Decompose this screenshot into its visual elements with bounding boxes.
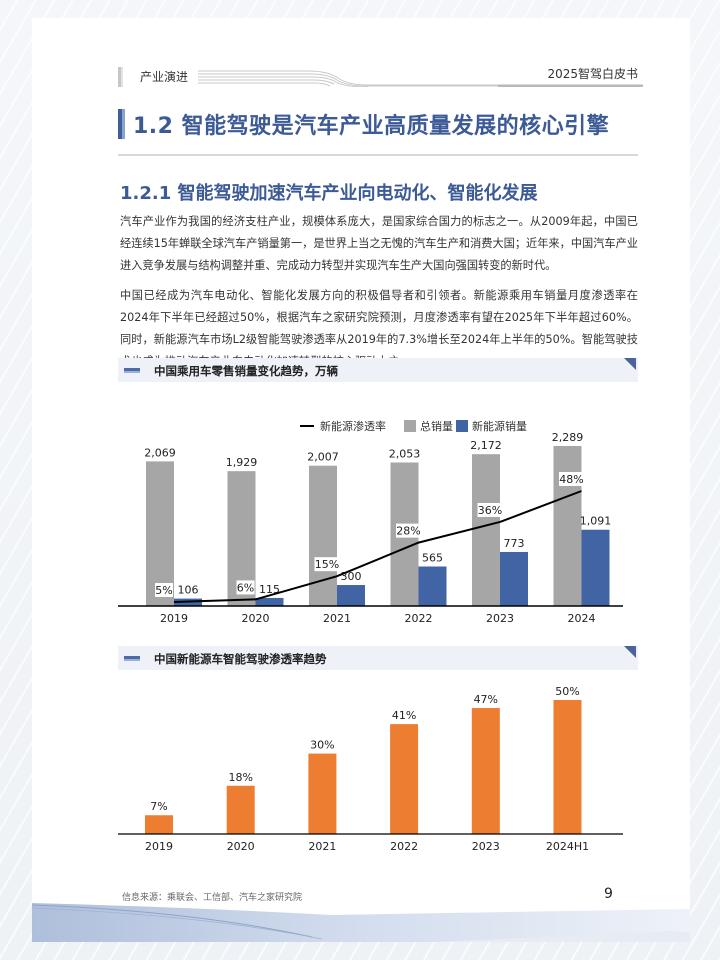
chart-title-icon — [124, 368, 140, 373]
svg-text:28%: 28% — [396, 525, 420, 538]
svg-text:300: 300 — [341, 570, 362, 583]
chart-1-header: 中国乘用车零售销量变化趋势，万辆 — [118, 358, 638, 382]
svg-text:2,069: 2,069 — [144, 446, 176, 459]
subsection-heading: 1.2.1 智能驾驶加速汽车产业向电动化、智能化发展 — [120, 183, 538, 204]
heading-marker — [118, 109, 125, 139]
svg-text:2021: 2021 — [323, 612, 351, 625]
svg-text:2020: 2020 — [242, 612, 270, 625]
svg-text:6%: 6% — [237, 581, 254, 594]
corner-triangle-icon — [624, 646, 636, 658]
page-number: 9 — [604, 886, 613, 902]
svg-text:2,289: 2,289 — [552, 431, 584, 444]
svg-text:2,007: 2,007 — [307, 451, 339, 464]
svg-text:2,172: 2,172 — [470, 439, 502, 452]
bar-total — [146, 461, 174, 606]
bar-adas-rate — [226, 785, 255, 834]
svg-text:773: 773 — [504, 537, 525, 550]
bar-nev — [581, 529, 610, 606]
chart-legend: 新能源渗透率 总销量 新能源销量 — [300, 419, 527, 433]
section-heading: 1.2 智能驾驶是汽车产业高质量发展的核心引擎 — [118, 108, 609, 140]
paragraph-1: 汽车产业作为我国的经济支柱产业，规模体系庞大，是国家综合国力的标志之一。从200… — [120, 215, 638, 272]
svg-text:2023: 2023 — [486, 612, 514, 625]
svg-text:2019: 2019 — [145, 840, 173, 853]
svg-text:2022: 2022 — [405, 612, 433, 625]
svg-text:30%: 30% — [310, 739, 334, 752]
document-page: 产业演进 2025智驾白皮书 1.2 智能驾驶是汽车产业高质量发展的核心引擎 1… — [32, 18, 690, 942]
svg-text:50%: 50% — [555, 685, 579, 698]
svg-text:2022: 2022 — [390, 840, 418, 853]
svg-text:2024: 2024 — [568, 612, 596, 625]
svg-text:2024H1: 2024H1 — [546, 840, 589, 853]
svg-text:115: 115 — [259, 583, 280, 596]
section-label: 产业演进 — [140, 70, 189, 84]
svg-text:2,053: 2,053 — [389, 447, 421, 460]
source-note: 信息来源：乘联会、工信部、汽车之家研究院 — [122, 893, 303, 903]
svg-text:47%: 47% — [474, 693, 498, 706]
bar-adas-rate — [390, 724, 419, 834]
bar-nev — [337, 585, 365, 606]
svg-text:2019: 2019 — [160, 612, 188, 625]
chart-1-title: 中国乘用车零售销量变化趋势，万辆 — [154, 364, 338, 378]
svg-text:15%: 15% — [315, 558, 339, 571]
bar-nev — [255, 597, 284, 606]
svg-text:41%: 41% — [392, 709, 416, 722]
chart-2: 7% 2019 18% 2020 30% 2021 41% 2022 47% 2023 50% 202… — [118, 678, 638, 862]
bar-nev — [500, 551, 528, 606]
bar-total — [472, 454, 500, 606]
svg-text:18%: 18% — [228, 771, 252, 784]
svg-text:1,929: 1,929 — [226, 456, 258, 469]
svg-text:48%: 48% — [559, 473, 583, 486]
bar-adas-rate — [553, 700, 582, 834]
corner-triangle-icon — [624, 358, 636, 370]
svg-text:7%: 7% — [150, 800, 167, 813]
chart-2-plot: 7% 2019 18% 2020 30% 2021 41% 2022 47% 2023 50% 202… — [118, 685, 623, 853]
chart-1: 新能源渗透率 总销量 新能源销量 2,069 106 2019 1,929 115 2020 2,… — [118, 396, 638, 626]
bar-adas-rate — [145, 815, 173, 834]
bar-total — [553, 446, 582, 606]
bar-adas-rate — [471, 708, 500, 834]
svg-text:总销量: 总销量 — [420, 419, 453, 433]
bar-nev — [418, 566, 447, 606]
footer-wave-decoration — [32, 903, 690, 942]
svg-text:新能源渗透率: 新能源渗透率 — [320, 419, 386, 433]
svg-text:5%: 5% — [155, 584, 172, 597]
chart-2-header: 中国新能源车智能驾驶渗透率趋势 — [118, 646, 638, 670]
bar-adas-rate — [308, 753, 337, 834]
penetration-line — [173, 490, 582, 603]
svg-text:565: 565 — [422, 552, 443, 565]
header-bar-mark — [118, 67, 123, 87]
svg-text:2021: 2021 — [308, 840, 336, 853]
svg-text:36%: 36% — [478, 504, 502, 517]
svg-text:新能源销量: 新能源销量 — [472, 419, 527, 433]
svg-text:106: 106 — [178, 584, 199, 597]
header-decoration-lines — [198, 70, 643, 87]
heading-1-text: 1.2 智能驾驶是汽车产业高质量发展的核心引擎 — [133, 114, 610, 139]
heading-divider — [118, 154, 638, 156]
running-header: 产业演进 2025智驾白皮书 — [118, 65, 643, 91]
chart-1-plot: 新能源渗透率 总销量 新能源销量 2,069 106 2019 1,929 115 2020 2,… — [118, 419, 623, 625]
chart-title-icon — [124, 656, 140, 661]
chart-2-title: 中国新能源车智能驾驶渗透率趋势 — [154, 652, 327, 666]
svg-text:1,091: 1,091 — [580, 515, 612, 528]
book-title: 2025智驾白皮书 — [547, 67, 638, 81]
bar-total — [309, 465, 337, 606]
svg-text:2023: 2023 — [472, 840, 500, 853]
svg-text:2020: 2020 — [227, 840, 255, 853]
